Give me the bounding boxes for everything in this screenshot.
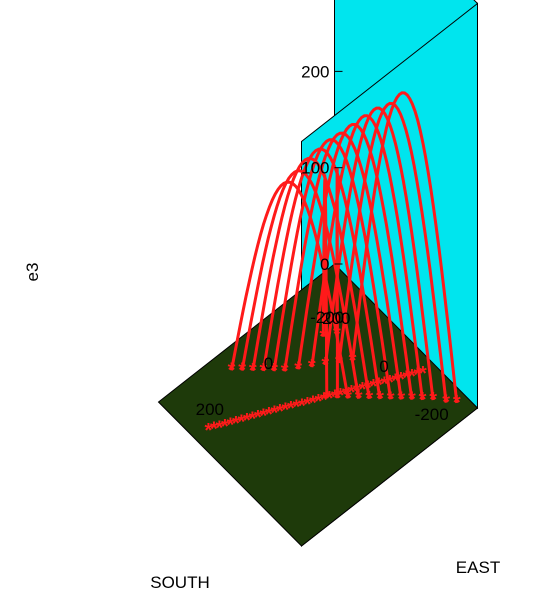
z-tick-label: 0 — [320, 255, 329, 274]
marker-7-0: * — [376, 388, 384, 410]
floor-marker-21: * — [303, 394, 311, 416]
south-tick-label: -200 — [415, 405, 449, 424]
east-tick-label: 200 — [196, 400, 224, 419]
floor-marker-37: * — [215, 417, 223, 439]
marker-11-0: * — [334, 387, 342, 409]
floor-marker-20: * — [309, 392, 317, 414]
marker-5-1: * — [281, 360, 289, 382]
floor-marker-35: * — [226, 414, 234, 436]
marker-1-0: * — [442, 392, 450, 414]
marker-2-1: * — [321, 354, 329, 376]
floor-marker-34: * — [232, 413, 240, 435]
marker-1-1: * — [335, 352, 343, 374]
arc-0 — [351, 91, 459, 404]
z-axis-label: e3 — [23, 263, 42, 282]
arc-7 — [261, 147, 382, 400]
marker-4-1: * — [294, 358, 302, 380]
floor-marker-0: * — [419, 363, 427, 385]
floor-marker-36: * — [221, 416, 229, 438]
floor-marker-15: * — [336, 385, 344, 407]
trajectory-markers: ****************************************… — [204, 324, 460, 443]
arc-9 — [240, 169, 361, 399]
floor-marker-24: * — [287, 398, 295, 420]
marker-3-0: * — [419, 389, 427, 411]
axes-box — [157, 0, 479, 548]
east-axis-label: EAST — [456, 558, 500, 577]
floor-marker-17: * — [325, 388, 333, 410]
marker-8-1: * — [249, 360, 257, 382]
east-tick-label: 0 — [264, 354, 273, 373]
marker-10-0: * — [344, 388, 352, 410]
marker-4-0: * — [408, 389, 416, 411]
east-tick-label: -200 — [310, 308, 344, 327]
floor-marker-16: * — [331, 386, 339, 408]
floor-marker-13: * — [347, 382, 355, 404]
floor-marker-6: * — [386, 372, 394, 394]
floor-marker-38: * — [210, 419, 218, 441]
floor-marker-25: * — [281, 400, 289, 422]
floor-marker-33: * — [237, 411, 245, 433]
marker-9-1: * — [238, 360, 246, 382]
floor-marker-10: * — [364, 378, 372, 400]
floor-marker-30: * — [254, 407, 262, 429]
marker-6-0: * — [387, 388, 395, 410]
floor-marker-27: * — [270, 403, 278, 425]
floor-marker-14: * — [342, 384, 350, 406]
floor-marker-22: * — [298, 395, 306, 417]
arc-8 — [251, 157, 371, 400]
floor-marker-4: * — [397, 369, 405, 391]
floor-marker-18: * — [320, 389, 328, 411]
arc-5 — [283, 131, 403, 400]
floor-marker-1: * — [413, 364, 421, 386]
marker-7-1: * — [259, 360, 267, 382]
floor-marker-12: * — [353, 381, 361, 403]
floor-marker-11: * — [358, 379, 366, 401]
east-axis-ticks: -200 0 200 — [196, 308, 345, 419]
floor-marker-8: * — [375, 375, 383, 397]
south-axis-ticks: -200 0 200 — [322, 309, 449, 424]
floor-marker-2: * — [408, 366, 416, 388]
floor-marker-23: * — [292, 397, 300, 419]
floor-marker-29: * — [259, 406, 267, 428]
marker-0-1: * — [349, 350, 357, 372]
marker-0-0: * — [453, 392, 461, 414]
floor-plane — [157, 263, 479, 547]
floor-marker-7: * — [380, 373, 388, 395]
arc-11 — [335, 167, 339, 399]
floor-marker-28: * — [265, 404, 273, 426]
z-tick-label: 200 — [301, 62, 329, 81]
floor-marker-32: * — [243, 410, 251, 432]
arc-10 — [230, 180, 350, 399]
marker-11-1: * — [333, 324, 341, 346]
marker-2-0: * — [429, 389, 437, 411]
floor-marker-9: * — [369, 376, 377, 398]
marker-12-0: * — [323, 387, 331, 409]
arc-1 — [337, 101, 448, 403]
arc-6 — [272, 138, 393, 400]
floor-marker-26: * — [276, 401, 284, 423]
z-axis-ticks: 0100200300 — [301, 62, 343, 274]
floor-marker-5: * — [391, 370, 399, 392]
marker-9-0: * — [355, 388, 363, 410]
floor-marker-19: * — [314, 391, 322, 413]
south-tick-label: 0 — [379, 357, 388, 376]
south-axis-label: SOUTH — [150, 573, 210, 592]
marker-3-1: * — [308, 356, 316, 378]
marker-12-1: * — [319, 326, 327, 348]
arc-12 — [321, 173, 329, 399]
south-tick-label: 200 — [322, 309, 350, 328]
trajectory-arcs — [230, 91, 459, 404]
z-tick-label: 100 — [301, 159, 329, 178]
floor-marker-31: * — [248, 408, 256, 430]
marker-8-0: * — [365, 388, 373, 410]
marker-10-1: * — [228, 359, 236, 381]
floor-marker-39: * — [204, 420, 212, 442]
marker-6-1: * — [270, 360, 278, 382]
marker-5-0: * — [397, 389, 405, 411]
arc-2 — [323, 106, 435, 401]
floor-marker-3: * — [402, 367, 410, 389]
